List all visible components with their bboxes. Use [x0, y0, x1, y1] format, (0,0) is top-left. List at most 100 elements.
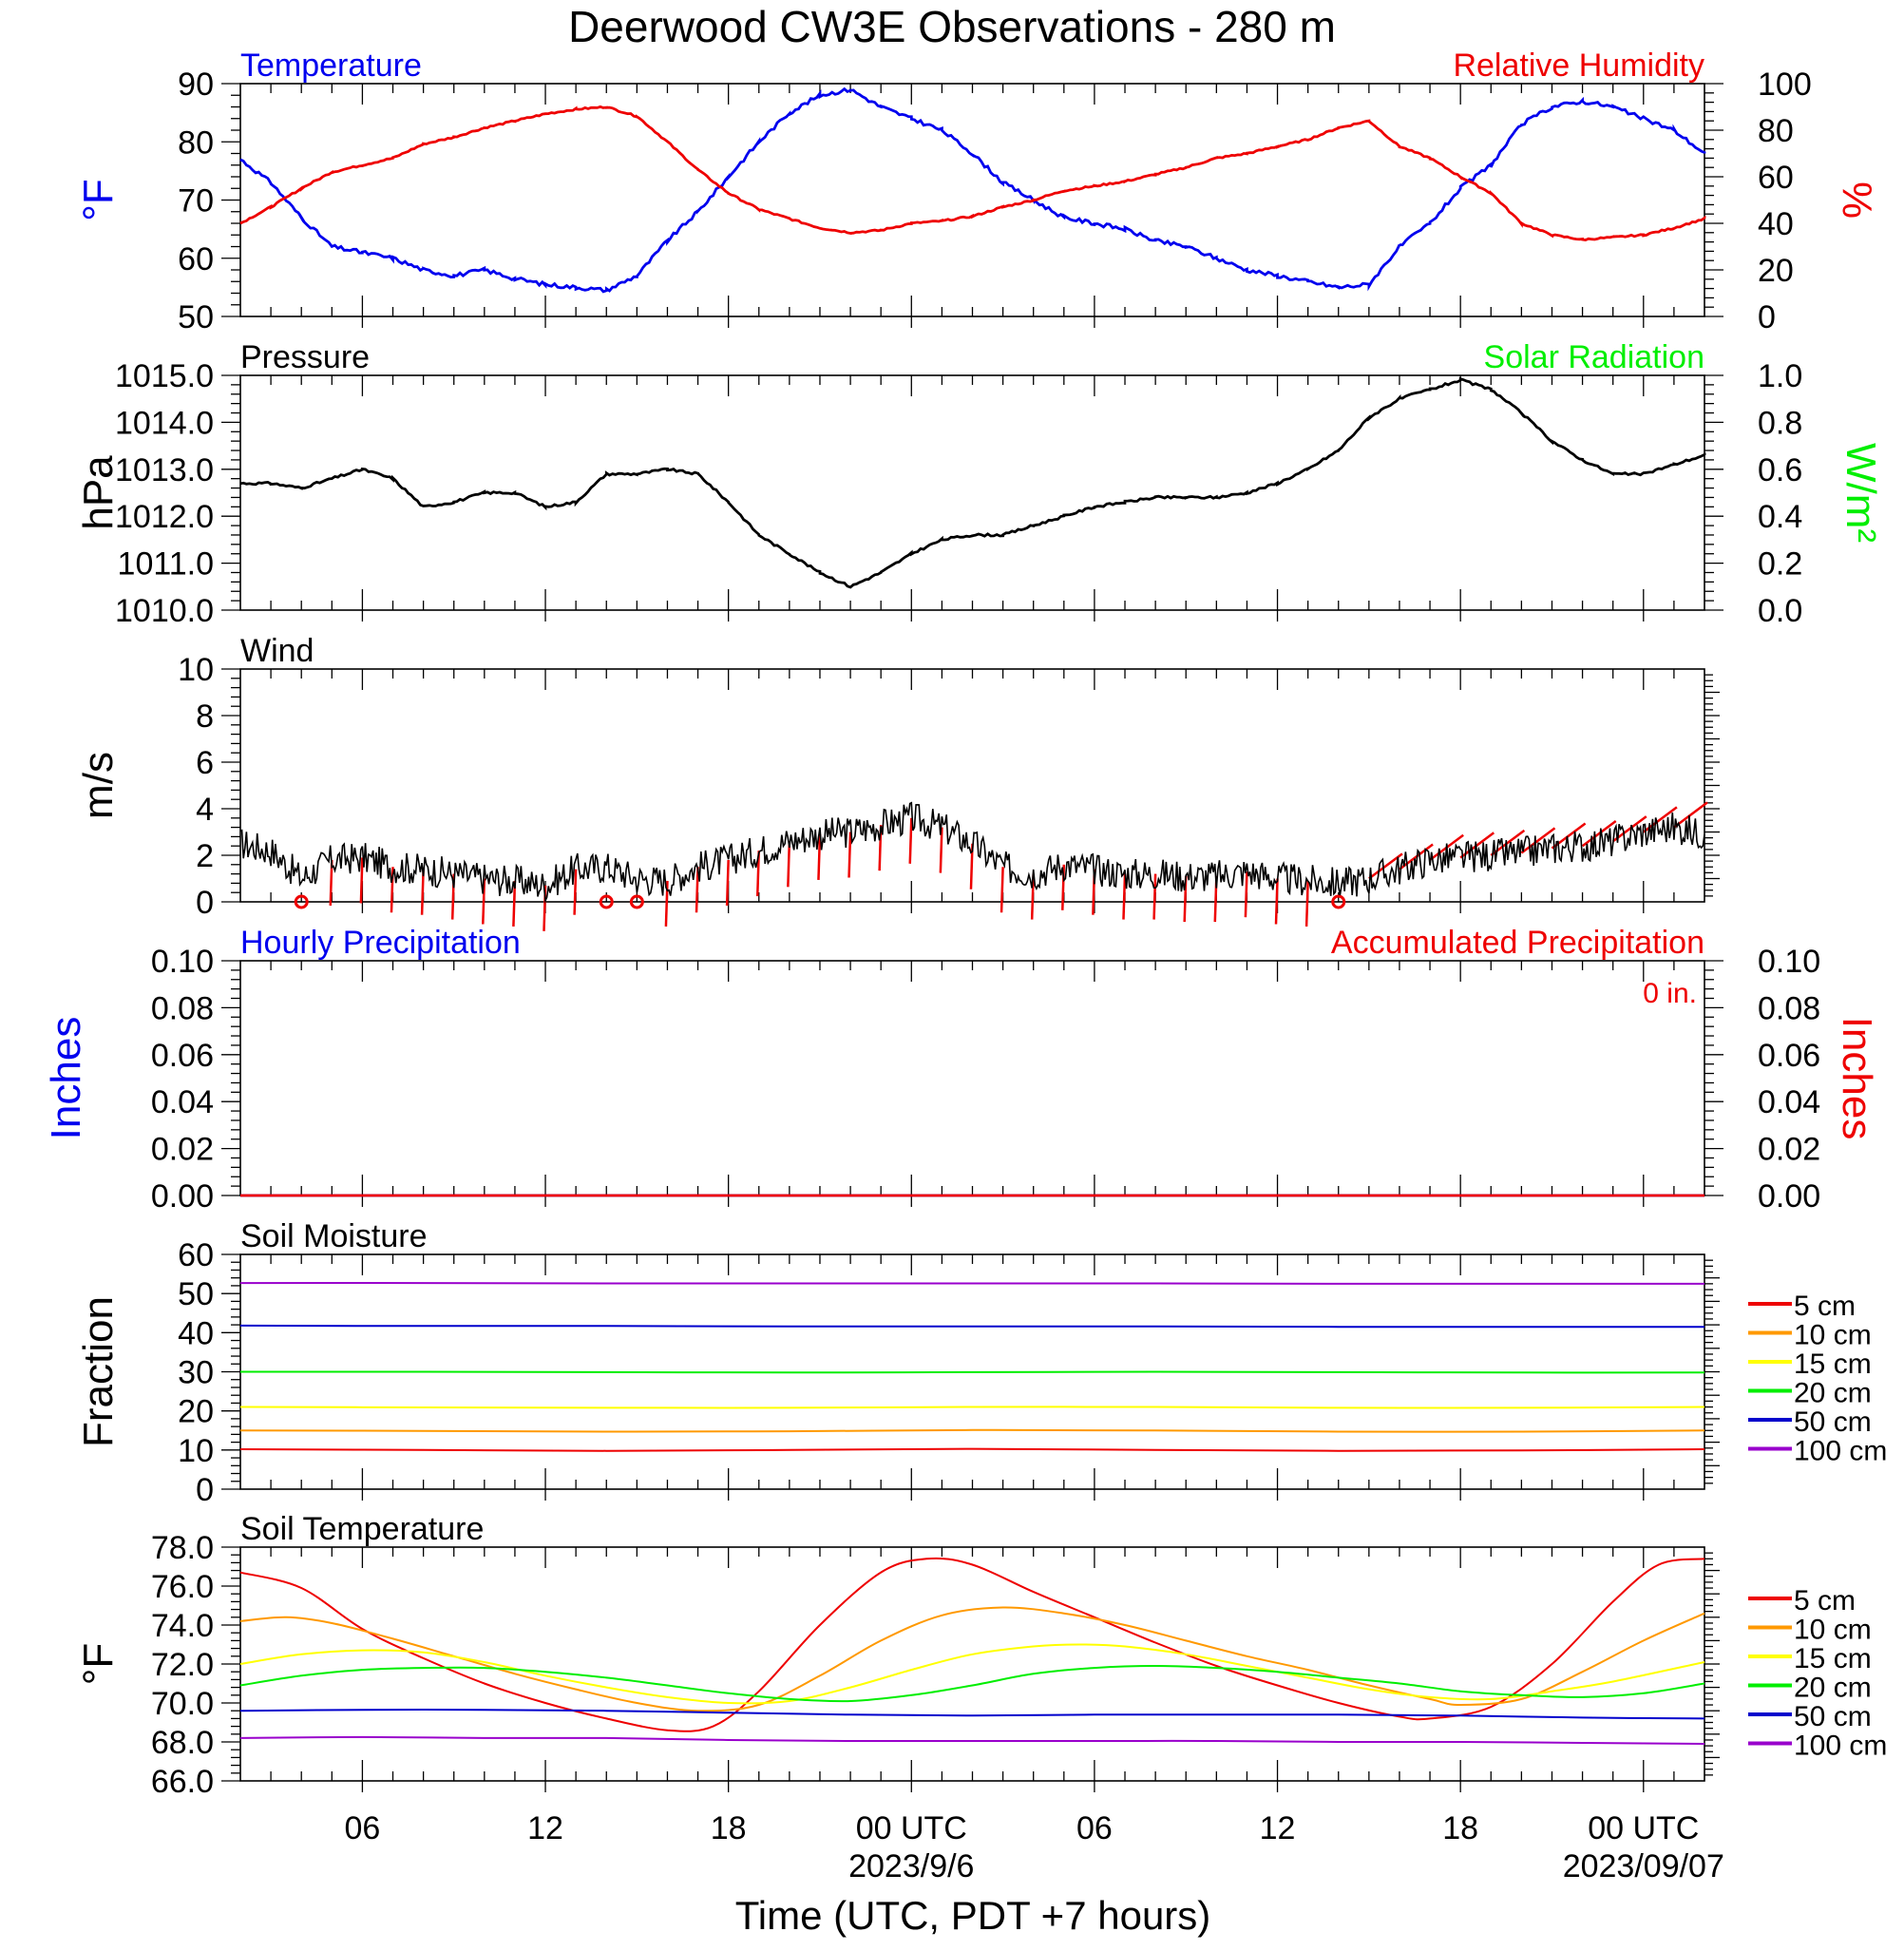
- legend-label: 100 cm: [1794, 1436, 1887, 1467]
- wind-barb: [1152, 873, 1157, 920]
- y-tick-label-left: 80: [178, 124, 214, 161]
- wind-barb: [1368, 852, 1403, 880]
- wind-barb: [359, 857, 364, 904]
- y-tick-label-left: 8: [196, 698, 214, 735]
- wind-calm-marker: [629, 894, 644, 909]
- panel-title-left: Soil Temperature: [240, 1511, 484, 1547]
- y-tick-label-left: 60: [178, 241, 214, 277]
- legend-label: 10 cm: [1794, 1320, 1872, 1351]
- series-20-cm: [239, 1664, 1705, 1703]
- panel-title-left: Hourly Precipitation: [240, 925, 521, 961]
- series-15-cm: [239, 1643, 1705, 1705]
- y-tick-label-right: 20: [1758, 253, 1794, 289]
- wind-barb: [1304, 880, 1309, 927]
- wind-barb: [695, 867, 699, 913]
- series-wind: [239, 801, 1705, 904]
- legend-label: 5 cm: [1794, 1585, 1856, 1616]
- series-5-cm: [239, 1557, 1705, 1732]
- y-tick-label-left: 1010.0: [115, 593, 214, 629]
- legend-label: 15 cm: [1794, 1348, 1872, 1380]
- accumulated-total-label: 0 in.: [1643, 978, 1697, 1009]
- y-tick-label-right: 0.00: [1758, 1178, 1820, 1215]
- series-5-cm: [239, 1447, 1705, 1452]
- legend-label: 10 cm: [1794, 1615, 1872, 1646]
- y-tick-label-right: 1.0: [1758, 358, 1802, 394]
- y-tick-label-right: 0.04: [1758, 1084, 1820, 1120]
- y-tick-label-left: 78.0: [151, 1530, 214, 1566]
- panel-precipitation: 0.00 0.02 0.04 0.06 0.08 0.10 0.00 0.02 0.04 0.06…: [43, 925, 1880, 1215]
- x-tick-label: 12: [1260, 1810, 1296, 1846]
- y-tick-label-right: 0: [1758, 299, 1776, 335]
- y-tick-label-right: 100: [1758, 67, 1812, 103]
- x-axis-label: Time (UTC, PDT +7 hours): [735, 1893, 1211, 1938]
- y-axis-label-right: %: [1834, 182, 1880, 219]
- series-10-cm: [239, 1606, 1705, 1712]
- y-axis-label-left: °F: [75, 179, 122, 220]
- y-axis-label-left: Fraction: [75, 1296, 122, 1447]
- y-tick-label-left: 30: [178, 1355, 214, 1391]
- legend-label: 15 cm: [1794, 1643, 1872, 1674]
- y-tick-label-right: 40: [1758, 206, 1794, 242]
- figure-title: Deerwood CW3E Observations - 280 m: [568, 2, 1336, 51]
- legend-label: 20 cm: [1794, 1673, 1872, 1704]
- y-tick-label-left: 10: [178, 1433, 214, 1469]
- y-axis-label-right: Inches: [1834, 1017, 1880, 1140]
- panel-title-right: Accumulated Precipitation: [1331, 925, 1704, 961]
- legend-label: 50 cm: [1794, 1406, 1872, 1438]
- y-tick-label-left: 1012.0: [115, 499, 214, 535]
- wind-barb: [908, 817, 913, 864]
- wind-barb: [1274, 878, 1279, 925]
- y-tick-label-left: 0.04: [151, 1084, 214, 1120]
- x-tick-label: 06: [345, 1810, 381, 1846]
- y-tick-label-left: 1015.0: [115, 358, 214, 394]
- y-tick-label-left: 70.0: [151, 1686, 214, 1722]
- wind-barb: [1673, 801, 1708, 829]
- y-tick-label-right: 0.02: [1758, 1132, 1820, 1168]
- y-axis-label-left: °F: [75, 1643, 122, 1685]
- wind-barb: [755, 851, 761, 897]
- legend-label: 5 cm: [1794, 1291, 1856, 1322]
- date-label: 2023/9/6: [848, 1848, 974, 1884]
- series-100-cm: [239, 1282, 1704, 1285]
- y-tick-label-left: 0.10: [151, 944, 214, 980]
- series-pressure: [239, 376, 1706, 589]
- panel-title-right: Relative Humidity: [1453, 48, 1704, 84]
- panel-title-left: Soil Moisture: [240, 1218, 428, 1254]
- wind-barb: [1520, 827, 1556, 854]
- panel-wind: 0 2 4 6 8 10 Wind m/s: [75, 633, 1720, 931]
- y-tick-label-right: 80: [1758, 113, 1794, 149]
- x-tick-label: 06: [1076, 1810, 1113, 1846]
- y-tick-label-left: 72.0: [151, 1647, 214, 1683]
- wind-barb: [1122, 873, 1127, 920]
- panel-title-left: Pressure: [240, 339, 370, 375]
- y-axis-label-left: m/s: [75, 752, 122, 819]
- x-tick-label: 18: [711, 1810, 747, 1846]
- y-tick-label-left: 6: [196, 745, 214, 781]
- y-tick-label-left: 2: [196, 838, 214, 874]
- y-tick-label-left: 4: [196, 792, 214, 828]
- series-20-cm: [239, 1370, 1705, 1374]
- y-tick-label-left: 50: [178, 1276, 214, 1312]
- series-50-cm: [239, 1709, 1705, 1720]
- y-tick-label-left: 1013.0: [115, 452, 214, 488]
- panel-temperature-humidity: 50 60 70 80 90 0 20 40 60 80 100 Temperature Relativ…: [75, 48, 1880, 335]
- y-tick-label-right: 0.6: [1758, 452, 1802, 488]
- wind-barb: [817, 833, 822, 880]
- y-axis-label-left: Inches: [43, 1017, 89, 1140]
- y-tick-label-left: 68.0: [151, 1725, 214, 1761]
- y-tick-label-right: 0.0: [1758, 593, 1802, 629]
- wind-barb: [573, 869, 578, 915]
- wind-barb: [1551, 822, 1587, 850]
- y-tick-label-right: 0.8: [1758, 405, 1802, 441]
- wind-calm-marker: [599, 894, 614, 909]
- y-tick-label-left: 74.0: [151, 1608, 214, 1644]
- panel-title-right: Solar Radiation: [1484, 339, 1704, 375]
- series-relative-humidity: [239, 105, 1706, 241]
- y-tick-label-left: 0.02: [151, 1132, 214, 1168]
- y-tick-label-left: 60: [178, 1237, 214, 1273]
- y-tick-label-left: 66.0: [151, 1764, 214, 1800]
